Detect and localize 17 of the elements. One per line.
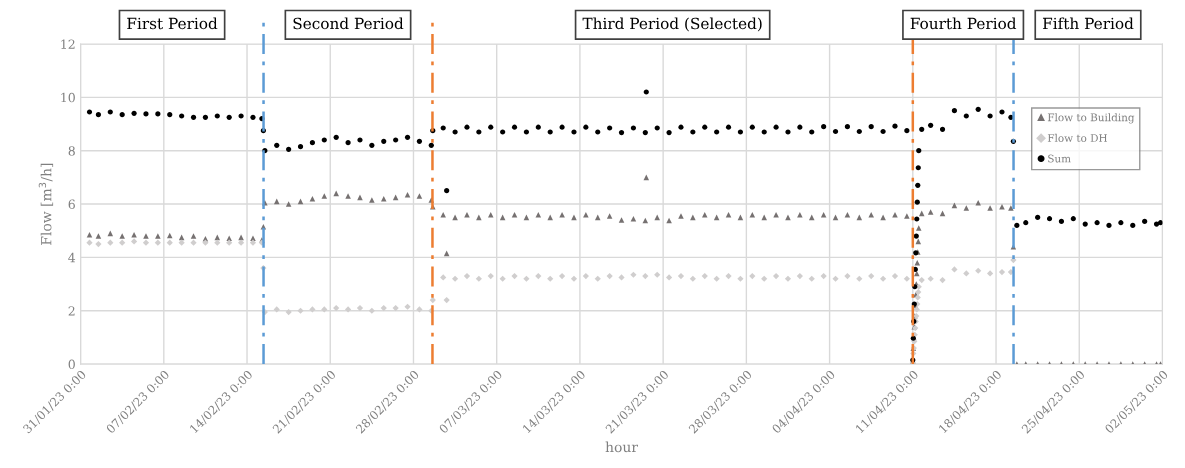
text: Fourth Period [910,17,1017,30]
text: Third Period (Selected) [582,17,762,32]
y-tick-label: 10 [61,92,75,103]
y-axis-title: Flow [m$^{3}$/h] [38,163,54,245]
y-tick-label: 4 [68,252,76,263]
y-tick-label: 12 [61,39,75,49]
text: Fifth Period [1042,17,1134,30]
legend-label: Flow to Building [1047,113,1135,124]
y-tick-label: 8 [68,146,75,156]
y-tick-label: 0 [68,359,75,370]
text: Second Period [293,17,404,30]
y-tick-label: 2 [68,306,75,316]
legend-label: Flow to DH [1047,133,1108,142]
y-tick-label: 6 [68,199,75,209]
text: First Period [127,17,218,30]
legend-label: Sum [1048,154,1071,163]
x-axis-title: hour [605,441,638,453]
